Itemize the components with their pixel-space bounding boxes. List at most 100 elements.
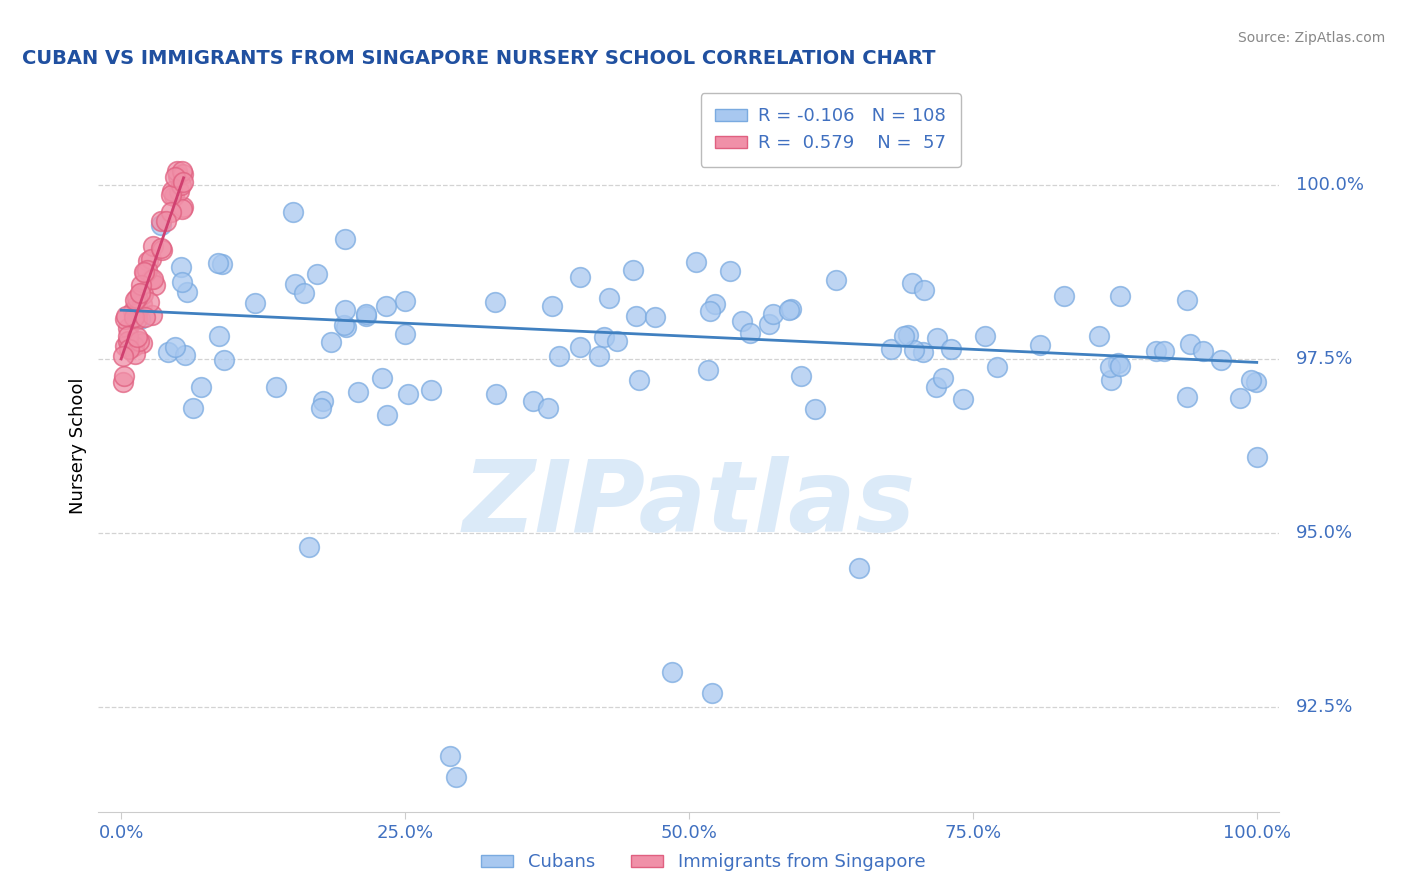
Point xyxy=(779,301,801,316)
Point xyxy=(1209,353,1232,368)
Point xyxy=(111,350,134,364)
Point xyxy=(790,368,813,383)
Point xyxy=(740,326,762,341)
Point xyxy=(172,275,194,289)
Point xyxy=(912,283,935,297)
Point xyxy=(117,334,139,348)
Point xyxy=(661,665,683,680)
Point xyxy=(1153,343,1175,358)
Point xyxy=(139,252,162,266)
Point xyxy=(122,338,145,352)
Point xyxy=(901,276,924,290)
Point xyxy=(142,239,165,253)
Point xyxy=(932,371,955,385)
Point xyxy=(375,299,398,313)
Point xyxy=(893,329,915,343)
Point xyxy=(165,170,187,185)
Point xyxy=(420,383,443,397)
Legend: R = -0.106   N = 108, R =  0.579    N =  57: R = -0.106 N = 108, R = 0.579 N = 57 xyxy=(700,93,960,167)
Text: 95.0%: 95.0% xyxy=(1296,524,1354,542)
Point xyxy=(131,297,153,311)
Point xyxy=(114,312,136,326)
Point xyxy=(952,392,974,406)
Point xyxy=(321,334,343,349)
Point xyxy=(1099,359,1122,374)
Point xyxy=(125,291,148,305)
Point xyxy=(1178,336,1201,351)
Point xyxy=(912,344,935,359)
Point xyxy=(136,263,159,277)
Point xyxy=(333,318,356,332)
Point xyxy=(354,307,377,321)
Point xyxy=(685,255,707,269)
Point xyxy=(1244,376,1267,390)
Point xyxy=(1229,392,1251,406)
Point xyxy=(283,205,305,219)
Point xyxy=(160,184,183,198)
Point xyxy=(163,189,186,203)
Point xyxy=(354,309,377,323)
Point xyxy=(1028,338,1050,352)
Point xyxy=(879,342,901,356)
Point xyxy=(129,278,152,293)
Point xyxy=(484,295,506,310)
Point xyxy=(335,232,357,246)
Point xyxy=(172,167,194,181)
Text: 100.0%: 100.0% xyxy=(1296,176,1364,194)
Point xyxy=(627,373,650,387)
Point xyxy=(284,277,307,292)
Point xyxy=(537,401,560,415)
Point xyxy=(371,370,394,384)
Text: 97.5%: 97.5% xyxy=(1296,350,1354,368)
Point xyxy=(149,218,172,232)
Legend: Cubans, Immigrants from Singapore: Cubans, Immigrants from Singapore xyxy=(474,847,932,879)
Point xyxy=(211,257,233,271)
Point xyxy=(142,272,165,286)
Point xyxy=(138,295,160,310)
Point xyxy=(176,285,198,299)
Point xyxy=(1175,391,1198,405)
Point xyxy=(136,254,159,268)
Point xyxy=(157,345,180,359)
Point xyxy=(124,347,146,361)
Point xyxy=(624,309,647,323)
Point xyxy=(1088,328,1111,343)
Point xyxy=(170,260,193,274)
Point xyxy=(112,368,135,383)
Point xyxy=(598,291,620,305)
Point xyxy=(804,402,827,417)
Point xyxy=(292,285,315,300)
Point xyxy=(1109,359,1132,373)
Point xyxy=(150,241,173,255)
Point xyxy=(141,308,163,322)
Point xyxy=(444,770,467,784)
Point xyxy=(568,340,591,354)
Point xyxy=(1107,356,1129,370)
Point xyxy=(696,363,718,377)
Point xyxy=(522,393,544,408)
Point xyxy=(114,339,136,353)
Point xyxy=(118,343,141,357)
Point xyxy=(264,380,287,394)
Point xyxy=(848,561,870,575)
Point xyxy=(208,329,231,343)
Point xyxy=(139,272,162,286)
Point xyxy=(1109,289,1132,303)
Point xyxy=(986,359,1008,374)
Point xyxy=(925,380,948,394)
Point xyxy=(588,349,610,363)
Point xyxy=(149,214,172,228)
Point xyxy=(1191,343,1213,358)
Point xyxy=(170,178,193,193)
Point xyxy=(1246,450,1268,464)
Point xyxy=(700,686,723,700)
Point xyxy=(439,749,461,764)
Point xyxy=(704,296,727,310)
Point xyxy=(128,286,150,301)
Point xyxy=(212,353,235,368)
Point xyxy=(134,265,156,279)
Point xyxy=(699,303,721,318)
Point xyxy=(548,349,571,363)
Point xyxy=(129,311,152,326)
Point xyxy=(125,298,148,312)
